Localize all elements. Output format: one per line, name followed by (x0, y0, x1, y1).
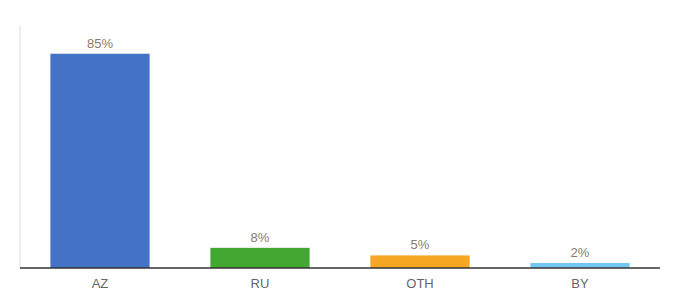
x-tick-label: RU (251, 276, 270, 291)
bars (50, 54, 629, 268)
x-axis-line (20, 267, 660, 269)
bar (50, 54, 149, 268)
y-axis-line (20, 26, 21, 268)
bar (210, 248, 309, 268)
chart-container: 85% 8% 5% 2% AZ RU OTH BY (0, 0, 680, 300)
data-label: 8% (251, 230, 270, 245)
data-label: 2% (571, 245, 590, 260)
x-tick-labels: AZ RU OTH BY (92, 276, 589, 291)
data-labels: 85% 8% 5% 2% (87, 36, 590, 260)
bar (370, 255, 469, 268)
data-label: 5% (411, 237, 430, 252)
data-label: 85% (87, 36, 113, 51)
x-tick-label: BY (571, 276, 589, 291)
bar (530, 263, 629, 268)
chart-svg: 85% 8% 5% 2% AZ RU OTH BY (0, 0, 680, 300)
x-tick-label: OTH (406, 276, 433, 291)
x-tick-label: AZ (92, 276, 109, 291)
